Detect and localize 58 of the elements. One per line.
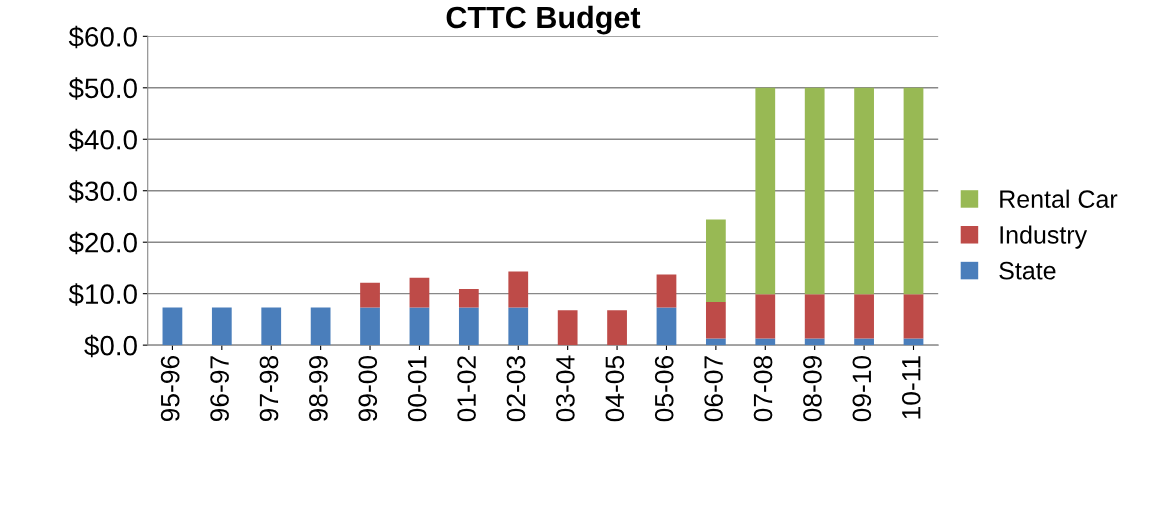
bar [903,294,924,339]
x-tick-label: 06-07 [704,356,723,422]
bar [706,219,726,302]
bar [508,307,529,346]
bar [458,307,479,346]
y-tick-label: $20.0 [68,231,137,255]
bar [211,307,232,346]
chart-title: CTTC Budget [446,5,641,35]
x-tick-label: 01-02 [457,356,476,422]
bar [261,307,282,346]
x-tick-label: 96-97 [210,356,229,422]
y-tick-label: $30.0 [68,180,137,203]
bar [706,338,726,346]
bar [854,294,874,339]
bar [458,289,479,308]
x-tick-label: 10-11 [901,356,921,419]
bar [706,301,726,339]
y-tick-label: $60.0 [68,25,137,49]
bar [656,307,677,346]
x-tick-label: 99-00 [358,355,378,422]
bar [310,307,331,346]
bar [162,307,183,346]
x-tick-label: 08-09 [803,356,822,422]
bar [903,87,924,295]
bar [755,338,776,346]
x-tick-label: 97-98 [259,356,279,422]
bar [804,87,825,295]
bar [903,338,924,346]
bar [854,338,874,346]
x-tick-label: 02-03 [506,356,526,422]
bar [755,87,776,295]
x-tick-label: 04-05 [605,355,625,422]
bar [804,294,825,339]
x-tick-label: 05-06 [654,356,674,422]
bar [409,307,430,346]
bar [360,282,380,308]
legend-label: State [999,261,1056,280]
x-tick-label: 95-96 [160,356,180,422]
legend-label: Rental Car [1000,189,1118,208]
bar [755,294,776,339]
x-tick-label: 98-99 [309,356,328,422]
bar [854,87,874,295]
y-tick-label: $0.0 [84,334,137,358]
legend-label: Industry [1000,225,1088,249]
x-tick-label: 03-04 [556,355,575,422]
bar [557,310,578,346]
bar [409,277,430,308]
x-tick-label: 07-08 [753,356,773,422]
y-tick-label: $40.0 [68,128,137,152]
bar [656,274,677,308]
x-tick-label: 09-10 [852,355,872,422]
bar [360,307,380,346]
x-tick-label: 00-01 [407,356,427,422]
bar [607,310,627,346]
bar [804,338,825,346]
y-tick-label: $10.0 [68,283,137,306]
bar [508,271,529,308]
y-tick-label: $50.0 [68,77,137,100]
